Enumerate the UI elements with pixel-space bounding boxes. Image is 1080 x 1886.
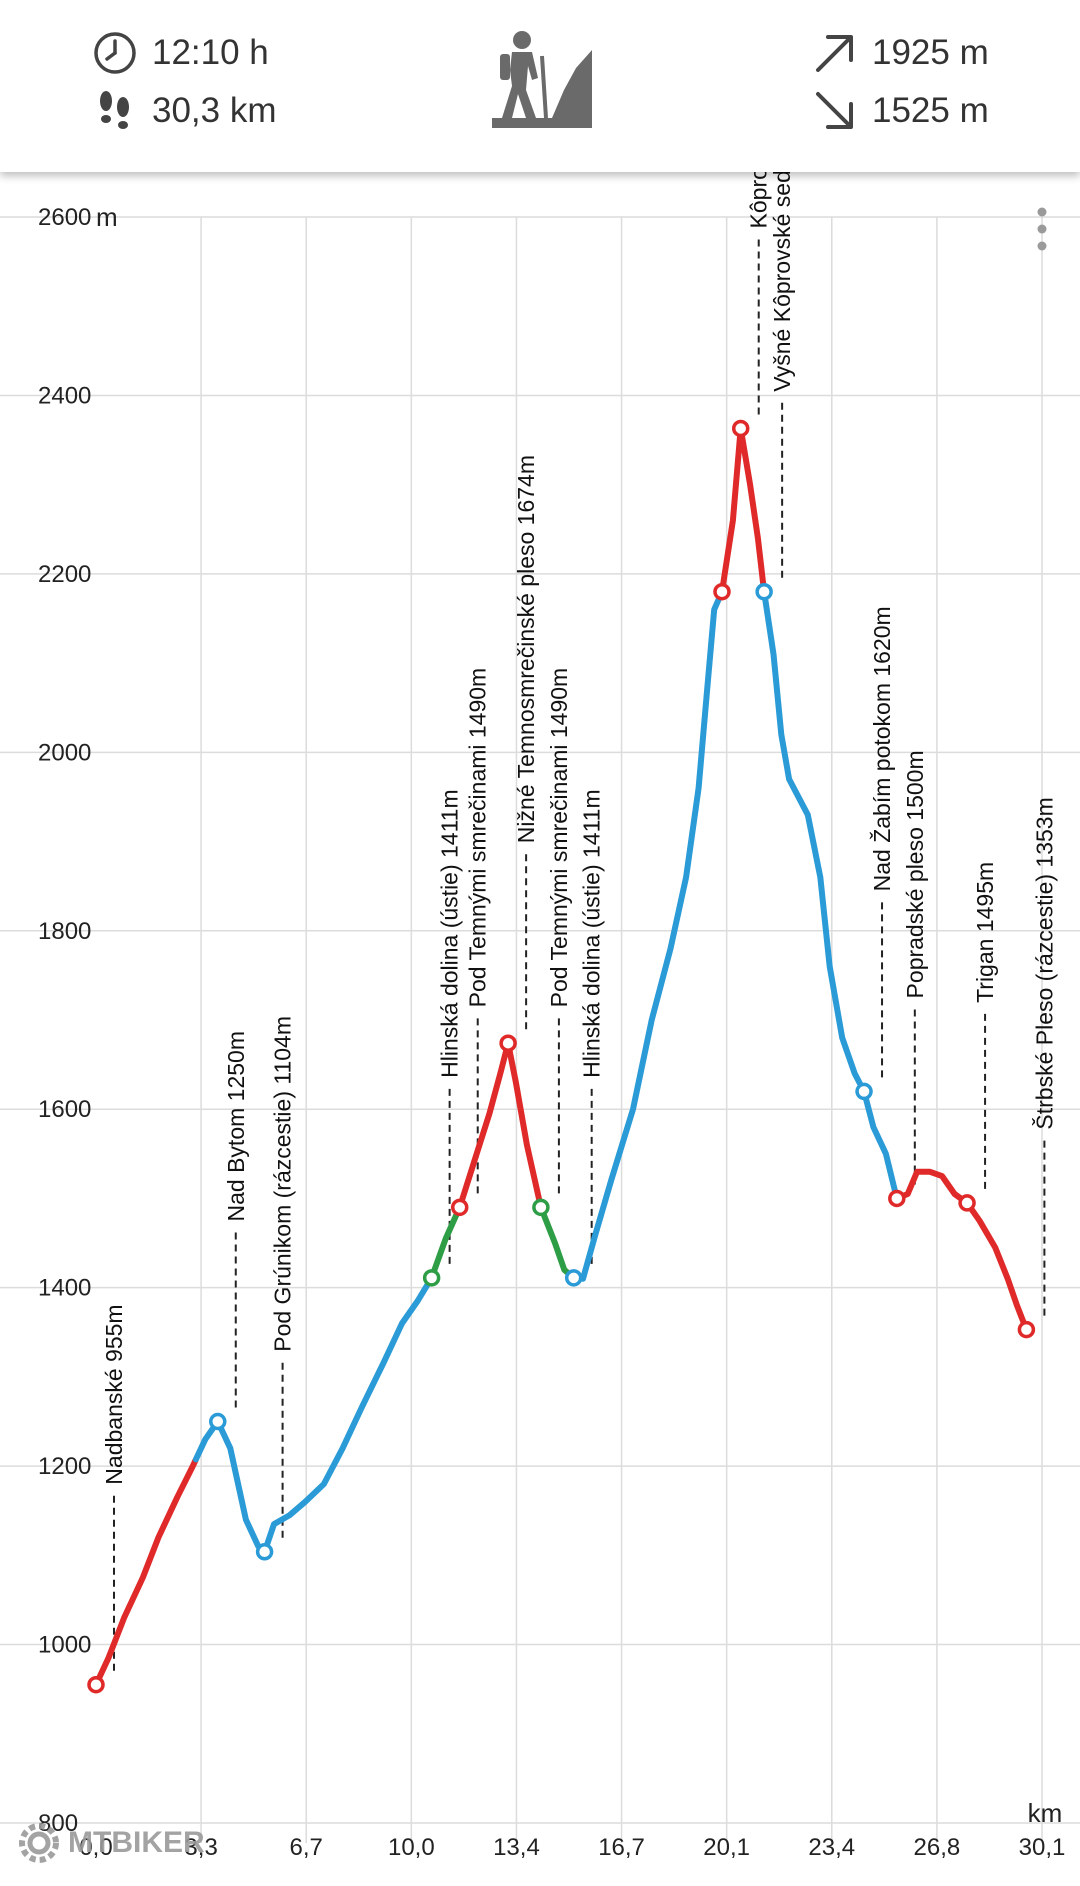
distance-value: 30,3 km: [152, 91, 277, 131]
waypoint-label: Nadbanské 955m: [101, 1304, 127, 1484]
y-tick-label: 2400: [38, 382, 91, 409]
x-tick-label: 13,4: [493, 1834, 540, 1861]
waypoint-marker[interactable]: [567, 1271, 581, 1285]
waypoint-label: Hlinská dolina (ústie) 1411m: [579, 789, 605, 1078]
overflow-menu-button[interactable]: [1036, 206, 1048, 252]
y-tick-label: 2600: [38, 204, 91, 231]
waypoint-label: Štrbské Pleso (rázcestie) 1353m: [1030, 797, 1057, 1129]
waypoint-marker[interactable]: [734, 421, 748, 435]
duration-value: 12:10 h: [152, 33, 269, 73]
profile-segment-red: [722, 429, 764, 592]
waypoint-marker[interactable]: [1019, 1323, 1033, 1337]
profile-segment-red: [96, 1459, 196, 1684]
footsteps-icon: [92, 88, 138, 134]
descent-value: 1525 m: [872, 91, 989, 131]
waypoint-marker[interactable]: [960, 1196, 974, 1210]
x-tick-label: 10,0: [388, 1834, 435, 1861]
waypoint-marker[interactable]: [258, 1545, 272, 1559]
waypoint-labels: Nadbanské 955m Nad Bytom 1250m Pod Grúniko…: [101, 7, 1057, 1484]
waypoint-marker[interactable]: [715, 585, 729, 599]
x-tick-label: 16,7: [598, 1834, 645, 1861]
mtbiker-watermark: MTBIKER: [16, 1820, 205, 1866]
waypoint-label: Nad Žabím potokom 1620m: [869, 606, 895, 891]
distance-stat: 30,3 km: [92, 88, 277, 134]
y-tick-label: 1000: [38, 1632, 91, 1659]
ascent-stat: 1925 m: [812, 30, 989, 76]
chart-grid: [0, 217, 1080, 1843]
waypoint-marker[interactable]: [757, 585, 771, 599]
y-unit-label: m: [96, 202, 118, 232]
ascent-value: 1925 m: [872, 33, 989, 73]
arrow-down-right-icon: [812, 88, 858, 134]
axis-ticks: 260024002200200018001600140012001000800m…: [38, 202, 1065, 1861]
waypoint-marker[interactable]: [501, 1036, 515, 1050]
arrow-up-right-icon: [812, 30, 858, 76]
waypoint-label: Popradské pleso 1500m: [902, 750, 928, 998]
waypoint-marker[interactable]: [857, 1084, 871, 1098]
duration-stat: 12:10 h: [92, 30, 269, 76]
y-tick-label: 1800: [38, 918, 91, 945]
profile-segment-red: [897, 1172, 1027, 1330]
x-unit-label: km: [1028, 1798, 1063, 1828]
waypoint-label: Pod Temnými smrečinami 1490m: [465, 668, 491, 1008]
profile-segment-blue: [196, 1278, 432, 1552]
x-tick-label: 26,8: [914, 1834, 961, 1861]
y-tick-label: 2000: [38, 739, 91, 766]
x-tick-label: 23,4: [808, 1834, 855, 1861]
y-tick-label: 1200: [38, 1453, 91, 1480]
waypoint-marker[interactable]: [534, 1200, 548, 1214]
watermark-text: MTBIKER: [68, 1826, 205, 1860]
clock-icon: [92, 30, 138, 76]
profile-segment-green: [432, 1207, 460, 1278]
waypoint-label: Pod Temnými smrečinami 1490m: [546, 668, 572, 1008]
y-tick-label: 1400: [38, 1275, 91, 1302]
x-tick-label: 30,1: [1019, 1834, 1066, 1861]
profile-segment-green: [541, 1207, 574, 1278]
waypoint-label: Nižné Temnosmrečinské pleso 1674m: [513, 455, 539, 843]
waypoint-label: Nad Bytom 1250m: [223, 1031, 249, 1221]
waypoint-label: Hlinská dolina (ústie) 1411m: [437, 789, 463, 1078]
waypoint-marker[interactable]: [425, 1271, 439, 1285]
waypoint-label: Pod Grúnikom (rázcestie) 1104m: [270, 1016, 296, 1352]
x-tick-label: 20,1: [703, 1834, 750, 1861]
elevation-chart: 260024002200200018001600140012001000800m…: [0, 0, 1080, 1886]
waypoint-label: Trigan 1495m: [972, 862, 998, 1003]
waypoint-marker[interactable]: [890, 1191, 904, 1205]
waypoint-marker[interactable]: [211, 1415, 225, 1429]
hiker-icon: [492, 30, 592, 128]
stats-header: 12:10 h 30,3 km 1925 m 1525 m: [0, 0, 1080, 172]
profile-segment-red: [460, 1043, 541, 1207]
gear-logo-icon: [16, 1820, 62, 1866]
y-tick-label: 2200: [38, 561, 91, 588]
descent-stat: 1525 m: [812, 88, 989, 134]
waypoint-marker[interactable]: [453, 1200, 467, 1214]
x-tick-label: 6,7: [290, 1834, 323, 1861]
y-tick-label: 1600: [38, 1096, 91, 1123]
waypoint-marker[interactable]: [89, 1678, 103, 1692]
